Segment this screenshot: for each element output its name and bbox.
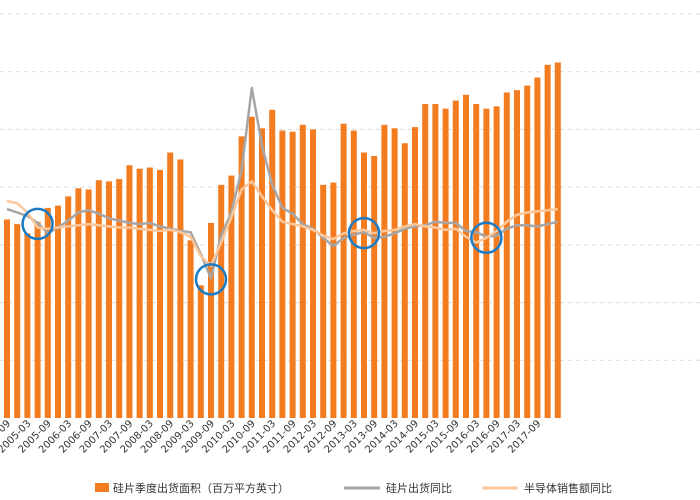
bar xyxy=(493,106,500,418)
bar xyxy=(289,131,296,419)
bar xyxy=(116,179,123,418)
bar xyxy=(463,94,469,419)
bar xyxy=(4,219,10,418)
bar xyxy=(126,165,133,418)
bar xyxy=(218,184,225,418)
bar xyxy=(187,240,194,418)
bar xyxy=(381,124,388,418)
bar xyxy=(75,188,82,418)
bar xyxy=(534,77,541,418)
bar xyxy=(432,104,439,418)
bar xyxy=(279,130,286,418)
bar xyxy=(208,222,214,418)
bar xyxy=(299,124,306,418)
bar xyxy=(473,104,480,418)
bar xyxy=(177,159,184,418)
bar xyxy=(310,129,316,418)
gridlines xyxy=(0,13,700,361)
bar xyxy=(524,85,531,419)
bar xyxy=(197,285,204,418)
bar xyxy=(146,167,153,418)
bar xyxy=(259,128,265,418)
bar xyxy=(136,168,143,418)
line-series-group xyxy=(6,86,559,280)
bar xyxy=(514,90,520,418)
bar xyxy=(85,189,92,418)
bar xyxy=(167,152,174,418)
series-line-2 xyxy=(6,180,558,267)
bar xyxy=(157,169,163,418)
legend: 硅片季度出货面积（百万平方英寸） 硅片出货同比 半导体销售额同比 xyxy=(95,481,612,495)
bar xyxy=(350,130,357,418)
bar-series-wafer-shipment-area xyxy=(4,62,561,419)
legend-swatch-bars xyxy=(95,483,109,492)
bar xyxy=(401,143,408,418)
bar xyxy=(248,116,255,418)
bar xyxy=(442,108,449,418)
highlight-circles xyxy=(21,207,503,296)
legend-label-semi-yoy: 半导体销售额同比 xyxy=(524,481,612,495)
series-line-1 xyxy=(6,86,559,280)
bar xyxy=(65,196,72,418)
bar xyxy=(24,233,31,418)
bar xyxy=(238,136,245,418)
bar xyxy=(544,64,551,418)
bar xyxy=(422,104,429,418)
highlight-circle xyxy=(194,263,228,296)
bar xyxy=(228,175,235,418)
bar xyxy=(106,181,112,418)
bar xyxy=(330,182,337,418)
bar xyxy=(55,205,61,418)
bar xyxy=(391,128,398,418)
x-axis-tick-labels: 2004-092005-032005-092006-032006-092007-… xyxy=(0,418,544,455)
bar xyxy=(554,62,561,418)
bar xyxy=(371,155,378,418)
bar xyxy=(503,92,510,419)
bar xyxy=(95,180,102,418)
legend-label-wafer-yoy: 硅片出货同比 xyxy=(386,481,452,495)
highlight-circle xyxy=(470,221,503,255)
bar xyxy=(14,224,21,418)
bar xyxy=(412,127,418,419)
bar xyxy=(452,100,459,419)
bar xyxy=(483,108,490,418)
bar xyxy=(340,123,347,419)
bar xyxy=(44,207,51,418)
legend-label-bars: 硅片季度出货面积（百万平方英寸） xyxy=(113,481,289,495)
highlight-circle xyxy=(347,216,381,250)
highlight-circle xyxy=(21,207,54,241)
bar xyxy=(361,152,367,418)
bar xyxy=(320,184,327,418)
bar xyxy=(34,221,41,418)
bar xyxy=(269,109,276,418)
